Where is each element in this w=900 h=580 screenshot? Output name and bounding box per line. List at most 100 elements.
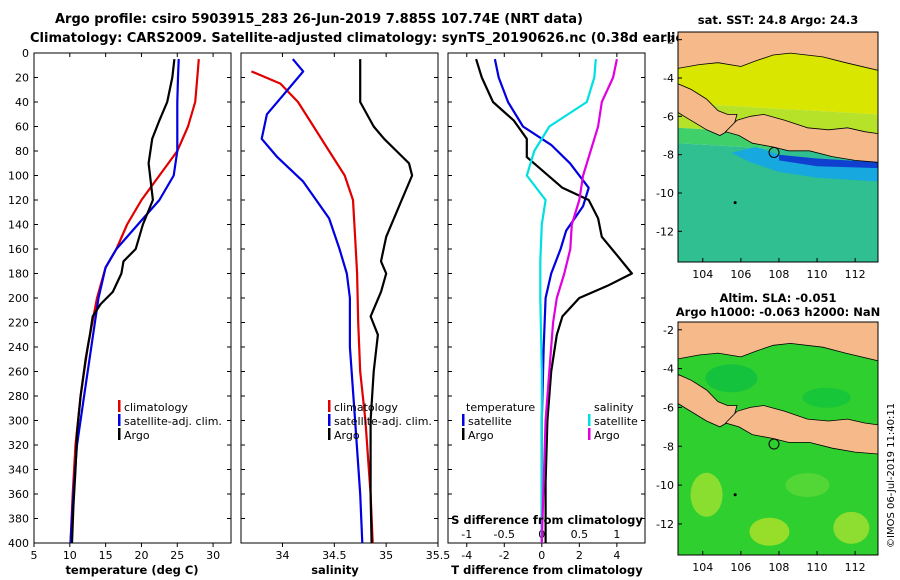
- salinity-series-satellite: [260, 58, 364, 543]
- sla-high-patch: [690, 472, 723, 517]
- x-tick-label: 35.5: [426, 549, 451, 562]
- sla-mid-patch: [785, 473, 830, 498]
- salinity-series-climatology: [250, 70, 374, 543]
- sla-map-frame: [677, 321, 879, 556]
- sla-low-patch: [705, 364, 758, 393]
- island-borneo: [678, 32, 878, 71]
- difference-series-s_satellite-salinity: [525, 59, 597, 543]
- depth-tick-label: 400: [8, 537, 29, 550]
- x-tick-label: 5: [31, 549, 38, 562]
- s-diff-tick-label: -1: [461, 528, 472, 541]
- x-tick-label: 30: [206, 549, 220, 562]
- salinity-plot: 34 34.5 35 35.5: [250, 53, 451, 562]
- depth-tick-label: 20: [15, 72, 29, 85]
- temperature-series-argo: [70, 58, 176, 543]
- map-y-tick-label: -8: [663, 149, 674, 162]
- christmas-island: [733, 201, 737, 205]
- depth-tick-label: 280: [8, 390, 29, 403]
- x-tick-label: 25: [170, 549, 184, 562]
- s-diff-tick-label: -0.5: [494, 528, 515, 541]
- depth-tick-label: 40: [15, 96, 29, 109]
- difference-series-s_argo-salinity: [540, 58, 618, 543]
- temperature-legend: climatology satellite-adj. clim. Argo: [118, 400, 222, 442]
- title-line1: Argo profile: csiro 5903915_283 26-Jun-2…: [55, 12, 583, 27]
- map-x-tick-label: 106: [730, 268, 751, 281]
- map-y-tick-label: -12: [656, 225, 674, 238]
- map-y-tick-label: -10: [656, 187, 674, 200]
- legend-header-temperature: temperature: [466, 401, 535, 414]
- sst-map-frame: [677, 31, 879, 263]
- sla-map-title: Altim. SLA: -0.051: [719, 291, 836, 305]
- legend-swatch-climatology: [118, 400, 121, 412]
- map-y-tick-label: -12: [656, 518, 674, 531]
- legend-label-s-satellite: satellite: [594, 415, 638, 428]
- depth-tick-label: 140: [8, 219, 29, 232]
- legend-label-satellite: satellite-adj. clim.: [124, 415, 222, 428]
- legend-swatch-t-argo: [462, 428, 465, 440]
- map-y-tick-label: -6: [663, 110, 674, 123]
- legend-header-salinity: salinity: [594, 401, 634, 414]
- legend-label-s-argo: Argo: [594, 429, 620, 442]
- x-tick-label: 10: [63, 549, 77, 562]
- x-tick-label: 0: [538, 549, 545, 562]
- sla-map-subtitle: Argo h1000: -0.063 h2000: NaN: [676, 305, 880, 319]
- depth-tick-label: 180: [8, 268, 29, 281]
- map-x-tick-label: 106: [730, 561, 751, 574]
- depth-tick-label: 260: [8, 366, 29, 379]
- legend-swatch-s-argo: [588, 428, 591, 440]
- legend-swatch-satellite: [328, 414, 331, 426]
- legend-label-satellite: satellite-adj. clim.: [334, 415, 432, 428]
- imos-timestamp: ©IMOS 06-Jul-2019 11:40:11: [886, 403, 897, 548]
- sst-map-title: sat. SST: 24.8 Argo: 24.3: [698, 13, 858, 27]
- sla-low-patch: [802, 387, 851, 408]
- argo-float-marker: [768, 438, 780, 450]
- x-tick-label: 4: [613, 549, 620, 562]
- temperature-series-climatology: [69, 59, 200, 543]
- difference-legend-salinity: salinity satellite Argo: [588, 401, 638, 442]
- salinity-plot-frame: [240, 52, 439, 544]
- depth-tick-label: 120: [8, 194, 29, 207]
- x-tick-label: 15: [99, 549, 113, 562]
- legend-swatch-climatology: [328, 400, 331, 412]
- island-java: [724, 113, 878, 163]
- depth-tick-label: 340: [8, 464, 29, 477]
- x-tick-label: 2: [576, 549, 583, 562]
- map-y-tick-label: -6: [663, 401, 674, 414]
- legend-label-argo: Argo: [124, 429, 150, 442]
- island-sumatra: [678, 83, 738, 136]
- map-x-tick-label: 110: [807, 561, 828, 574]
- difference-xlabel: T difference from climatology: [451, 563, 643, 577]
- argo-float-marker: [768, 146, 780, 158]
- legend-swatch-argo: [328, 428, 331, 440]
- depth-tick-label: 80: [15, 145, 29, 158]
- depth-tick-label: 100: [8, 170, 29, 183]
- map-y-tick-label: -8: [663, 440, 674, 453]
- map-x-tick-label: 110: [807, 268, 828, 281]
- x-tick-label: -4: [461, 549, 472, 562]
- sla-high-patch: [749, 517, 790, 546]
- legend-label-climatology: climatology: [124, 401, 188, 414]
- depth-tick-label: 300: [8, 415, 29, 428]
- map-y-tick-label: -4: [663, 72, 674, 85]
- legend-swatch-t-satellite: [462, 414, 465, 426]
- temperature-xlabel: temperature (deg C): [65, 563, 198, 577]
- legend-label-climatology: climatology: [334, 401, 398, 414]
- x-tick-label: 35: [379, 549, 393, 562]
- map-x-tick-label: 104: [692, 268, 713, 281]
- sla-map: [678, 322, 878, 555]
- difference-legend-temperature: temperature satellite Argo: [462, 401, 535, 442]
- map-x-tick-label: 112: [845, 268, 866, 281]
- sst-map-axes: 104 106 108 110 112 -2 -4 -6 -8 -10 -12: [656, 34, 866, 281]
- difference-top-xlabel: S difference from climatology: [451, 513, 643, 527]
- legend-label-argo: Argo: [334, 429, 360, 442]
- map-y-tick-label: -2: [663, 324, 674, 337]
- map-y-tick-label: -10: [656, 479, 674, 492]
- s-diff-tick-label: 0.5: [571, 528, 589, 541]
- difference-series-argo-temperature: [475, 58, 633, 543]
- island-java: [724, 405, 878, 455]
- temperature-series-satellite: [69, 59, 180, 543]
- sst-map: [678, 32, 878, 262]
- map-x-tick-label: 108: [768, 268, 789, 281]
- salinity-legend: climatology satellite-adj. clim. Argo: [328, 400, 432, 442]
- christmas-island: [733, 493, 737, 497]
